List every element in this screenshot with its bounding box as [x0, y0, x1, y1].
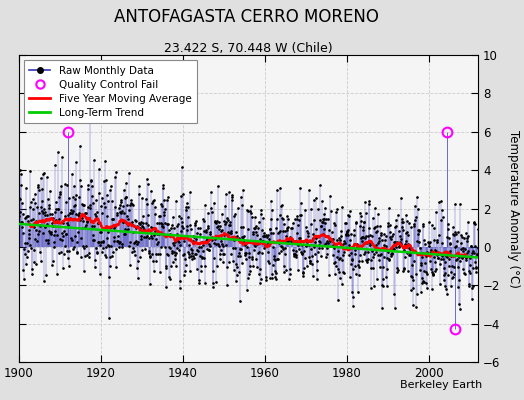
Y-axis label: Temperature Anomaly (°C): Temperature Anomaly (°C)	[507, 130, 520, 288]
Title: 23.422 S, 70.448 W (Chile): 23.422 S, 70.448 W (Chile)	[165, 42, 333, 55]
Text: Berkeley Earth: Berkeley Earth	[400, 380, 482, 390]
Text: ANTOFAGASTA CERRO MORENO: ANTOFAGASTA CERRO MORENO	[114, 8, 379, 26]
Legend: Raw Monthly Data, Quality Control Fail, Five Year Moving Average, Long-Term Tren: Raw Monthly Data, Quality Control Fail, …	[24, 60, 196, 123]
